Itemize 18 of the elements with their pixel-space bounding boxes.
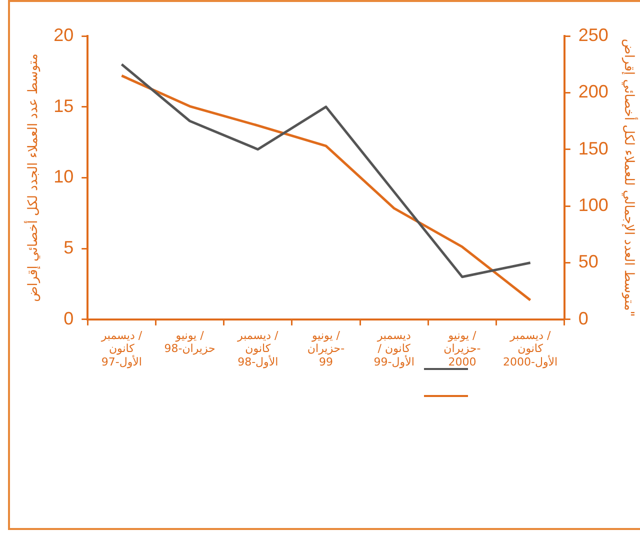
y2-tick-label: 250 <box>578 24 608 45</box>
y-tick-label: 10 <box>54 166 74 187</box>
y2-tick-label: 150 <box>578 138 608 158</box>
y-tick-label: 20 <box>54 24 74 45</box>
y-tick-label: 15 <box>54 96 74 116</box>
x-tick-label: ديسمبر / كانون الأول-99 <box>374 328 414 368</box>
x-tick-label: ديسمبر / كانون الأول-98 <box>236 328 279 368</box>
y2-tick-label: 200 <box>578 82 608 102</box>
x-tick-label: ديسمبر / كانون الأول-2000 <box>503 328 558 368</box>
x-tick-label: ديسمبر / كانون الأول-97 <box>100 328 142 368</box>
y2-axis-title: متوسط العدد الإجمالي للعملاء لكل أخصائي إقراض" <box>620 38 638 317</box>
y-axis-title: متوسط عدد العملاء الجدد لكل أخصائي إقراض <box>24 53 42 302</box>
y2-tick-label: 50 <box>578 252 598 272</box>
y-tick-label: 0 <box>64 308 74 328</box>
y2-tick-label: 0 <box>578 308 588 328</box>
y2-tick-label: 100 <box>578 195 608 216</box>
x-tick-label: يونيو / حزيران-98 <box>164 328 216 356</box>
y-tick-label: 5 <box>64 238 74 258</box>
